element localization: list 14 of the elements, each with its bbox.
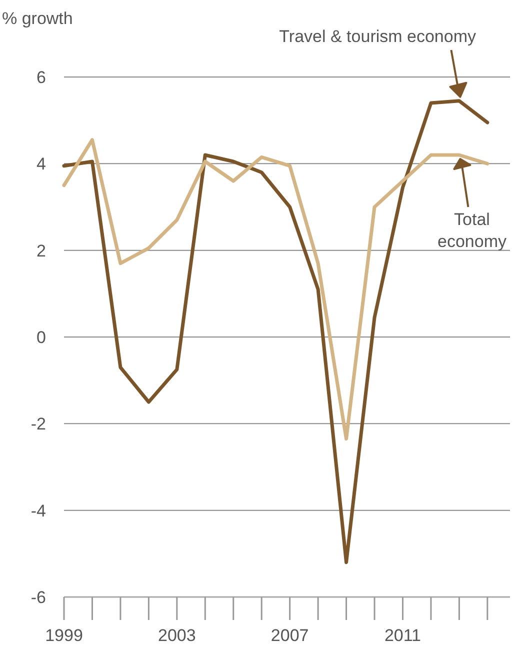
x-tick-label: 2007 — [270, 626, 309, 646]
y-tick-label: 2 — [36, 241, 46, 260]
y-tick-label: -6 — [30, 588, 46, 607]
y-tick-label: -4 — [30, 501, 46, 520]
y-tick-label: 4 — [36, 154, 46, 174]
y-axis-title: % growth — [2, 9, 73, 28]
y-tick-label: 6 — [36, 68, 46, 87]
y-tick-label: 0 — [36, 328, 46, 347]
annotation: Total economy — [438, 210, 507, 251]
x-tick-label: 1999 — [45, 626, 83, 646]
text: Travel & tourism economy — [279, 27, 476, 46]
y-tick-label: -2 — [30, 414, 46, 434]
x-tick-label: 2011 — [384, 626, 422, 646]
x-tick-label: 2003 — [158, 626, 196, 646]
